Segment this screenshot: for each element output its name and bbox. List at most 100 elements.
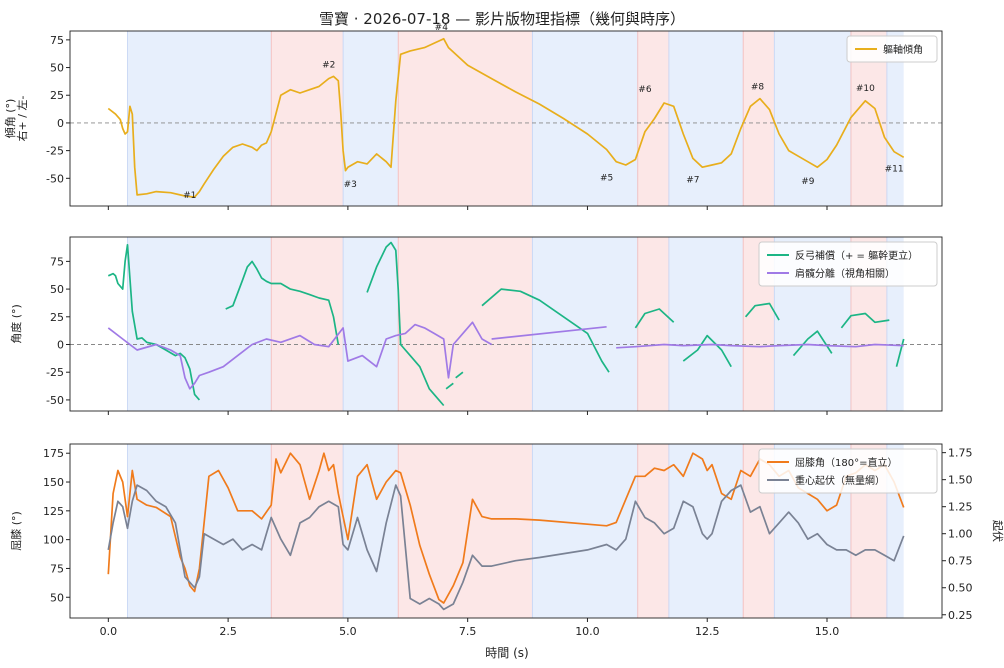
y2-tick-label: 1.75 [948,447,973,460]
phase-band [637,444,669,618]
series-line-knee-1 [107,484,905,611]
legend-entry: 軀軸傾角 [883,43,923,56]
y-axis-label: 屈膝 (°) [10,511,23,551]
legend: 屈膝角（180°=直立） 重心起伏（無量綱） [758,448,938,494]
series-line-angles-0 [107,243,201,401]
x-tick-label: 12.5 [695,625,720,638]
lean-panel: #1 #2 #3 #4 #5 #6 #7 #8 #9 #10 #11 -50 -25 0 25 50 75 傾角 … [3,23,943,210]
knee-panel: 50 75 100 125 150 175 0.25 0.50 0.75 1.00 1.25 1.50… [10,443,1004,638]
phase-band [343,237,399,411]
series-line-angles-0 [445,382,454,390]
peak-annotation: #5 [600,174,613,184]
legend-entry: 屈膝角（180°=直立） [795,456,897,469]
x-tick-label: 0.0 [100,625,118,638]
legend-entry: 肩髖分離（視角相關） [795,267,895,280]
y-tick-label: 25 [50,89,64,102]
peak-annotation: #2 [322,61,335,71]
y2-tick-label: 0.50 [948,582,973,595]
series-line-angles-0 [366,241,445,407]
figure-title: 雪寶 · 2026-07-18 — 影片版物理指標（幾何與時序） [319,10,685,28]
peak-annotation: #8 [751,83,765,93]
phase-band [271,444,344,618]
phase-band [668,237,744,411]
legend-box [758,448,938,494]
x-tick-label: 15.0 [815,625,840,638]
peak-annotation: #6 [638,85,652,95]
y-tick-label: 50 [50,62,64,75]
y-tick-label: -50 [46,394,64,407]
phase-band [668,31,744,206]
phase-band [271,31,344,206]
legend-box [758,241,938,287]
phase-band [668,444,744,618]
y-tick-label: 75 [50,34,64,47]
series-line-angles-0 [455,371,464,379]
phase-band [532,237,638,411]
y-tick-label: 0 [57,117,64,130]
y-tick-label: 75 [50,562,64,575]
y2-tick-label: 1.25 [948,501,973,514]
series-line-angles-0 [840,312,890,329]
phase-band [886,31,904,206]
phase-band [127,31,272,206]
y-tick-label: 100 [43,534,64,547]
legend: 反弓補償（+ = 軀幹更立） 肩髖分離（視角相關） [758,241,938,287]
y-axis-label: 傾角 (°) [3,99,17,139]
y2-tick-label: 0.25 [948,609,973,622]
y-tick-label: -50 [46,172,64,185]
y-axis-label: 右+ / 左- [15,96,29,142]
y-tick-label: 0 [57,339,64,352]
y-tick-label: 50 [50,591,64,604]
legend: 軀軸傾角 [846,35,938,63]
phase-band [271,237,344,411]
x-tick-label: 10.0 [575,625,600,638]
phase-band [398,31,533,206]
series-line-angles-1 [616,343,904,349]
phase-band [127,444,272,618]
peak-annotation: #1 [183,191,196,201]
series-line-angles-1 [107,321,493,390]
phase-band [532,444,638,618]
y2-axis-label: 起伏 [991,520,1004,542]
series-line-angles-0 [225,260,340,345]
y-tick-label: 50 [50,283,64,296]
y-tick-label: -25 [46,366,64,379]
y-tick-label: 175 [43,447,64,460]
y-tick-label: 150 [43,476,64,489]
peak-annotation: #3 [344,180,357,190]
peak-annotation: #10 [856,84,875,94]
peak-annotation: #9 [801,177,815,187]
plot-area [107,37,905,198]
series-line-angles-0 [792,330,833,357]
legend-box [846,35,938,63]
phase-band [343,31,399,206]
y-tick-label: 125 [43,505,64,518]
series-line-angles-0 [481,288,610,373]
axes-frame [69,236,943,412]
series-line-angles-0 [634,308,675,329]
x-axis-label: 時間 (s) [485,646,528,660]
series-line-angles-0 [682,334,732,368]
phase-band [637,31,669,206]
phase-band [398,237,533,411]
phase-band [637,237,669,411]
series-line-angles-1 [491,325,607,340]
axes-frame [69,443,943,619]
series-line-angles-0 [744,302,780,321]
peak-annotation: #4 [435,23,449,33]
y2-tick-label: 0.75 [948,555,973,568]
y-tick-label: 75 [50,255,64,268]
axes-frame [69,30,943,207]
phase-band [532,31,638,206]
y-axis-label: 角度 (°) [9,304,23,344]
peak-annotation: #11 [885,165,904,175]
phase-band [398,444,533,618]
x-tick-label: 7.5 [459,625,477,638]
series-line-angles-0 [895,338,905,367]
x-tick-label: 2.5 [219,625,237,638]
legend-entry: 反弓補償（+ = 軀幹更立） [795,249,918,262]
y2-tick-label: 1.00 [948,528,973,541]
plot-area [107,241,905,407]
phase-band [743,31,775,206]
